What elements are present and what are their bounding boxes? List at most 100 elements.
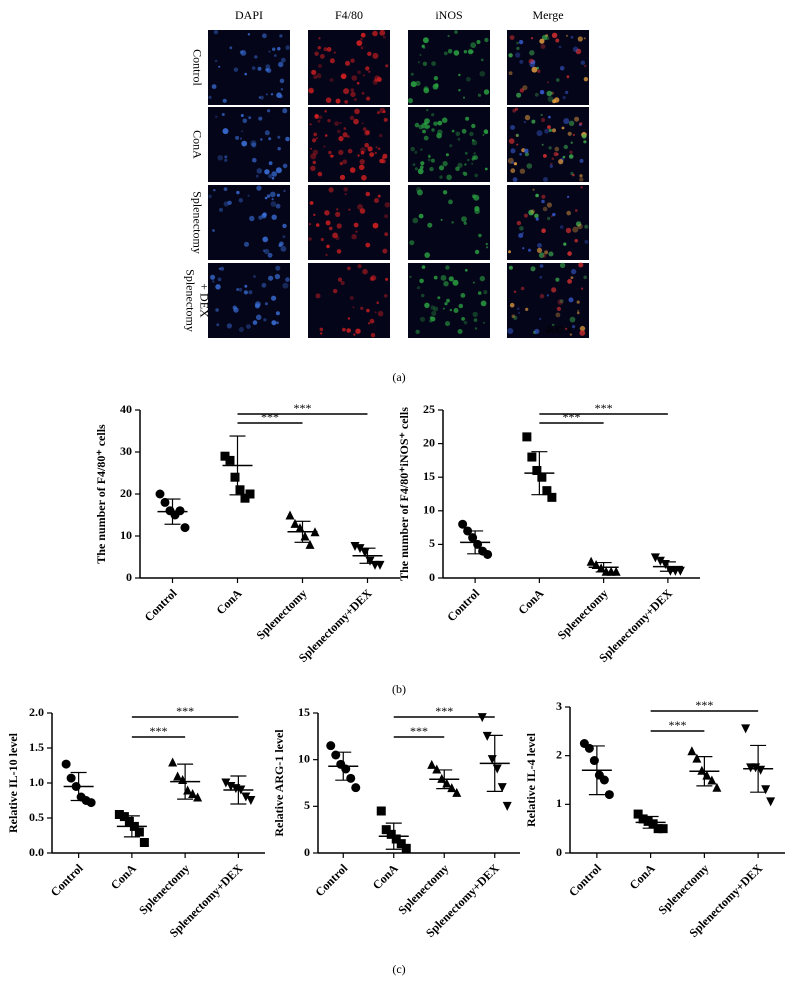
y-tick-label: 20	[423, 435, 435, 449]
cell	[369, 318, 375, 324]
cell	[463, 96, 465, 99]
data-point	[432, 764, 442, 774]
cell	[339, 121, 342, 124]
micrograph	[408, 263, 490, 338]
cell	[547, 216, 551, 221]
cell	[254, 55, 258, 59]
cell	[420, 148, 423, 151]
cell	[268, 174, 273, 179]
cell	[328, 226, 333, 231]
cell	[433, 275, 438, 280]
cell	[440, 218, 443, 221]
cell	[463, 172, 468, 176]
cell	[516, 92, 522, 98]
cell	[213, 29, 219, 35]
cell	[282, 163, 288, 169]
cell	[251, 142, 257, 148]
cell	[572, 226, 579, 233]
cell	[428, 155, 431, 158]
cell	[275, 311, 280, 316]
cell	[563, 118, 570, 125]
cell	[312, 149, 319, 155]
cell	[255, 174, 259, 178]
cell	[569, 150, 573, 154]
cell	[451, 129, 455, 133]
cell	[266, 194, 271, 198]
cell	[377, 147, 381, 150]
column-label: iNOS	[435, 8, 462, 22]
cell	[374, 151, 377, 155]
data-point	[542, 486, 552, 496]
cell	[315, 223, 320, 227]
cell	[577, 311, 580, 315]
cell	[328, 150, 332, 155]
cell	[554, 97, 560, 103]
cell	[282, 282, 289, 289]
data-point	[482, 731, 492, 741]
cell	[467, 49, 474, 55]
cell	[580, 60, 585, 65]
cell	[415, 186, 422, 193]
cell	[576, 300, 580, 304]
cell	[457, 329, 463, 334]
y-tick-label: 15	[423, 469, 435, 483]
cell	[427, 158, 431, 162]
cell	[366, 96, 371, 101]
cell	[568, 154, 574, 159]
cell	[519, 168, 526, 174]
cell	[438, 165, 445, 171]
y-tick-label: 1	[556, 796, 562, 810]
micrograph	[507, 262, 589, 338]
data-point	[638, 814, 648, 824]
cell	[342, 159, 348, 165]
cell	[455, 166, 460, 172]
cell	[343, 187, 349, 192]
cell	[275, 167, 282, 174]
cell	[537, 69, 541, 73]
cell	[569, 333, 573, 336]
cell	[519, 59, 524, 64]
cell	[548, 115, 551, 119]
cell	[222, 98, 227, 103]
cell	[238, 287, 243, 292]
cell	[510, 168, 516, 174]
cell	[365, 130, 370, 135]
cell	[567, 251, 572, 256]
cell	[531, 119, 536, 124]
data-point	[124, 817, 134, 826]
cell	[436, 132, 442, 139]
cell	[227, 200, 232, 205]
cell	[277, 147, 281, 151]
data-point	[401, 843, 411, 853]
cell	[551, 157, 555, 160]
data-point	[391, 834, 401, 844]
cell	[550, 215, 553, 218]
cell	[376, 301, 380, 305]
cell	[454, 30, 458, 34]
cell	[253, 275, 256, 278]
cell	[583, 64, 587, 68]
cell	[513, 315, 518, 320]
y-tick-label: 10	[423, 503, 435, 517]
cell	[258, 96, 261, 99]
micrograph-bg	[308, 185, 390, 260]
cell	[339, 174, 346, 180]
data-point	[427, 759, 437, 769]
cell	[239, 137, 243, 140]
cell	[546, 90, 553, 97]
cell	[508, 71, 513, 76]
cell	[572, 173, 575, 177]
x-tick-label: Control	[566, 861, 604, 899]
cell	[309, 123, 312, 126]
cell	[511, 314, 516, 319]
cell	[377, 77, 382, 82]
cell	[276, 321, 279, 325]
cell	[549, 164, 553, 168]
error-bar	[486, 734, 503, 793]
y-tick-label: 25	[423, 402, 435, 416]
x-tick-label: Control	[142, 586, 180, 624]
cell	[238, 326, 244, 333]
micrograph	[208, 29, 291, 105]
cell	[329, 78, 334, 82]
cell	[541, 194, 546, 199]
